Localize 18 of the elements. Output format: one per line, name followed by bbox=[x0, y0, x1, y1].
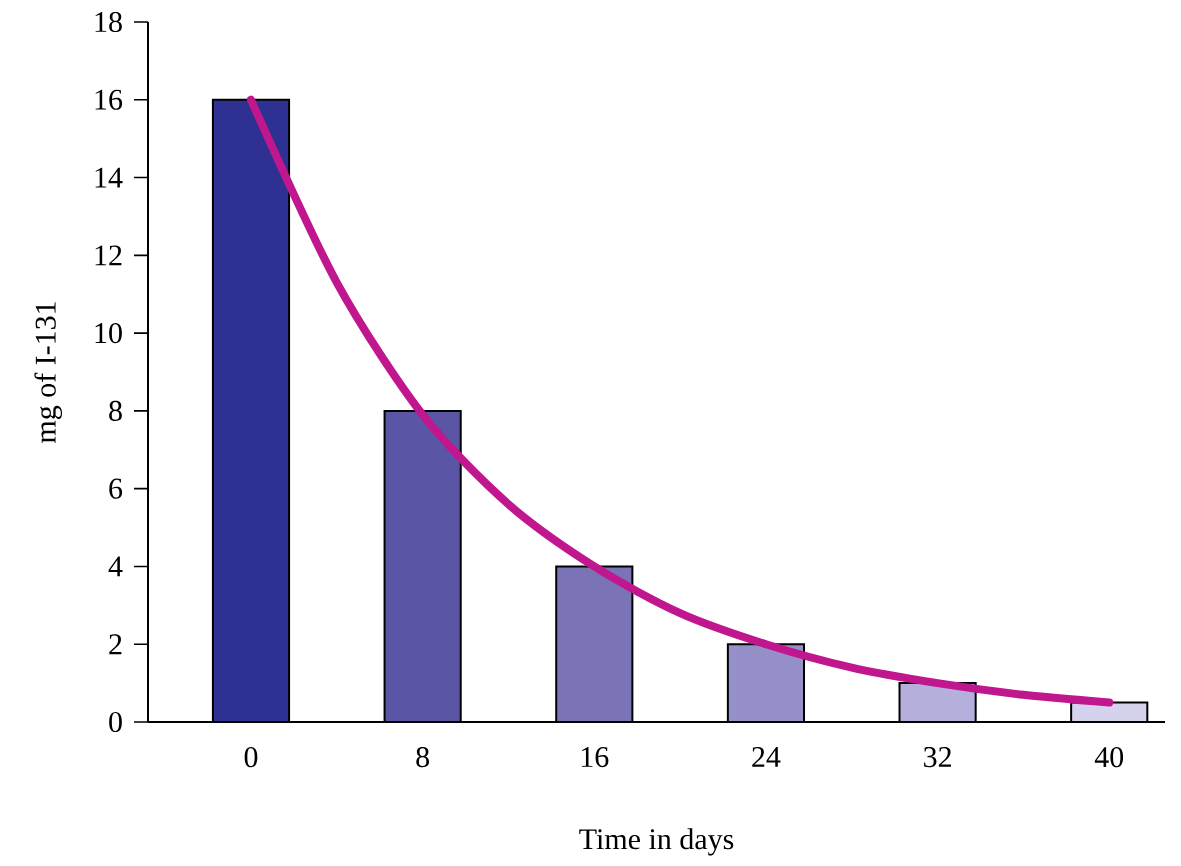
x-tick-label: 16 bbox=[581, 746, 609, 768]
x-tick-label: 8 bbox=[416, 747, 429, 768]
y-tick-label: 14 bbox=[95, 167, 123, 188]
y-tick-label: 4 bbox=[108, 556, 123, 577]
y-tick-label: 18 bbox=[95, 11, 122, 33]
y-tick-label: 2 bbox=[109, 634, 122, 655]
y-tick-label: 16 bbox=[95, 89, 123, 110]
x-tick-label: 40 bbox=[1094, 747, 1124, 768]
x-axis-title: Time in days bbox=[579, 828, 734, 856]
x-tick-label: 24 bbox=[752, 746, 781, 767]
y-tick-label: 0 bbox=[109, 711, 122, 733]
x-tick-label: 0 bbox=[244, 747, 258, 768]
y-tick-label: 10 bbox=[95, 323, 122, 344]
y-tick-label: 12 bbox=[95, 245, 122, 266]
y-tick-label: 8 bbox=[109, 400, 122, 421]
x-tick-label: 32 bbox=[924, 746, 951, 768]
y-axis-title: mg of I-131 bbox=[34, 302, 62, 444]
y-tick-label: 6 bbox=[109, 478, 123, 499]
